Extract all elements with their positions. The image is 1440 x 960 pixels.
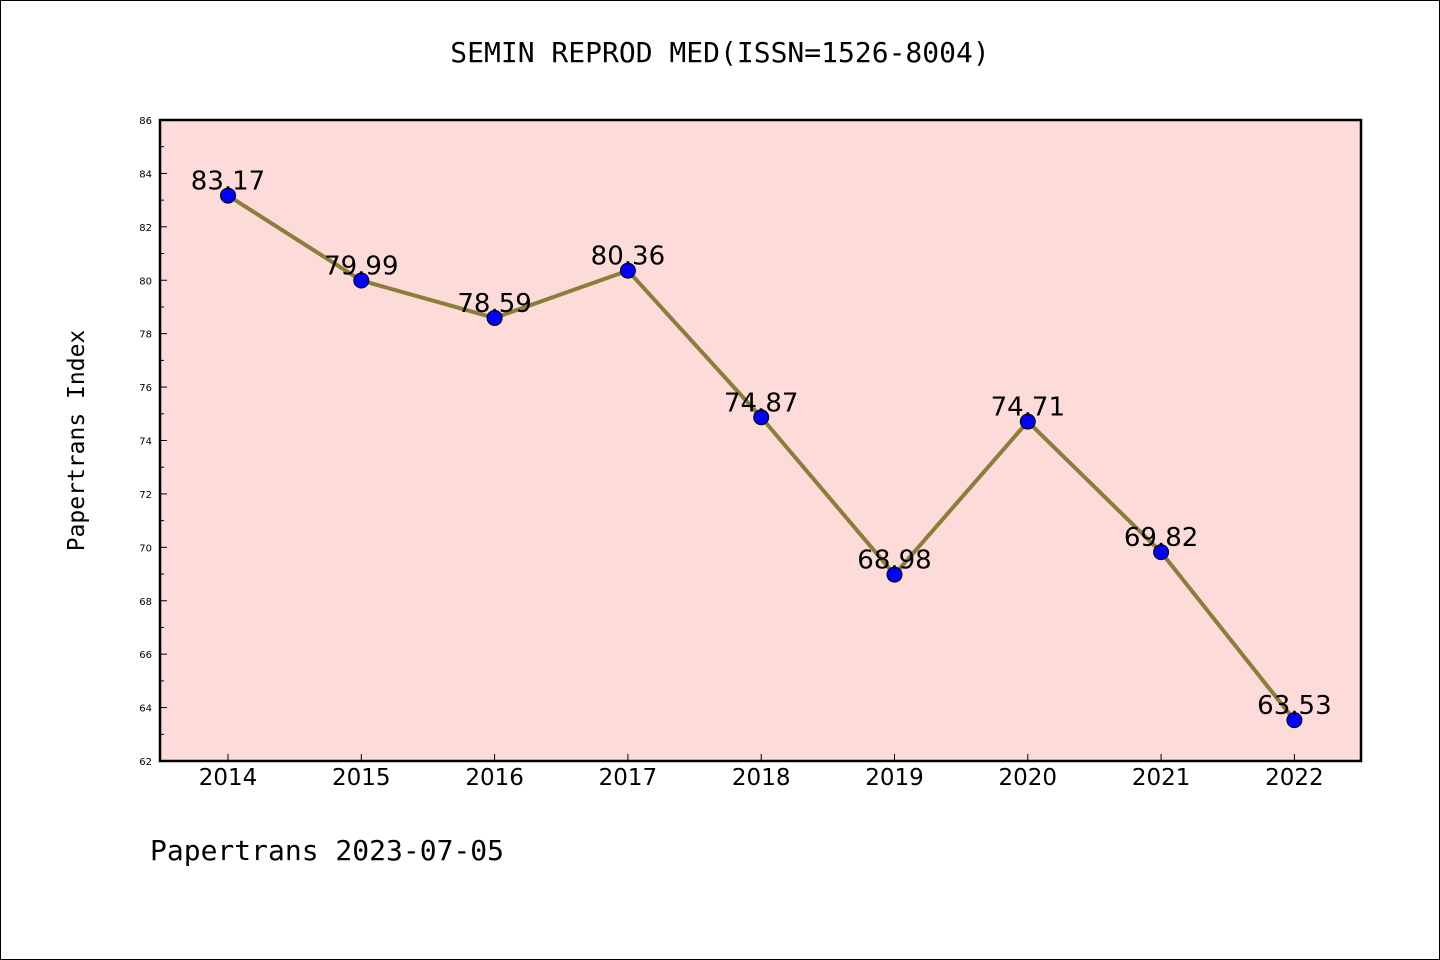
data-label: 68.98 — [857, 546, 931, 576]
data-label: 79.99 — [324, 252, 398, 282]
y-tick-label: 70 — [139, 543, 152, 554]
data-label: 74.87 — [724, 388, 798, 418]
y-tick-label: 76 — [139, 383, 152, 394]
y-tick-label: 86 — [139, 116, 152, 127]
y-tick-label: 84 — [139, 169, 152, 180]
data-label: 78.59 — [457, 289, 531, 319]
x-tick-label: 2017 — [599, 765, 658, 791]
plot-area — [160, 120, 1361, 761]
data-point — [886, 566, 903, 583]
x-tick-label: 2018 — [732, 765, 791, 791]
x-tick-label: 2019 — [865, 765, 924, 791]
y-tick-label: 78 — [139, 330, 152, 341]
data-label: 63.53 — [1257, 691, 1331, 721]
y-axis-label: Papertrans Index — [64, 330, 90, 552]
data-point — [1019, 413, 1036, 430]
x-tick-label: 2022 — [1265, 765, 1324, 791]
y-tick-label: 72 — [139, 490, 152, 501]
chart-title: SEMIN REPROD MED(ISSN=1526-8004) — [450, 36, 990, 69]
y-tick-label: 80 — [139, 276, 152, 287]
data-point — [486, 309, 503, 326]
data-label: 80.36 — [591, 242, 665, 272]
data-point — [1153, 544, 1170, 561]
x-tick-label: 2016 — [465, 765, 524, 791]
data-point — [753, 409, 770, 426]
y-tick-label: 74 — [139, 437, 152, 448]
data-label: 74.71 — [991, 393, 1065, 423]
x-tick-label: 2014 — [199, 765, 258, 791]
y-tick-label: 82 — [139, 223, 152, 234]
data-point — [353, 272, 370, 289]
data-label: 69.82 — [1124, 523, 1198, 553]
y-tick-label: 66 — [139, 650, 152, 661]
data-point — [1286, 712, 1303, 729]
plot-border — [158, 118, 1363, 763]
y-tick-label: 62 — [139, 757, 152, 768]
footer-credit: Papertrans 2023-07-05 — [150, 834, 505, 867]
x-tick-label: 2020 — [999, 765, 1058, 791]
x-tick-label: 2015 — [332, 765, 391, 791]
x-tick-label: 2021 — [1132, 765, 1191, 791]
data-point — [220, 187, 236, 204]
y-tick-label: 68 — [139, 597, 152, 608]
data-label: 83.17 — [191, 167, 265, 197]
data-point — [619, 262, 636, 279]
y-tick-label: 64 — [139, 704, 152, 715]
